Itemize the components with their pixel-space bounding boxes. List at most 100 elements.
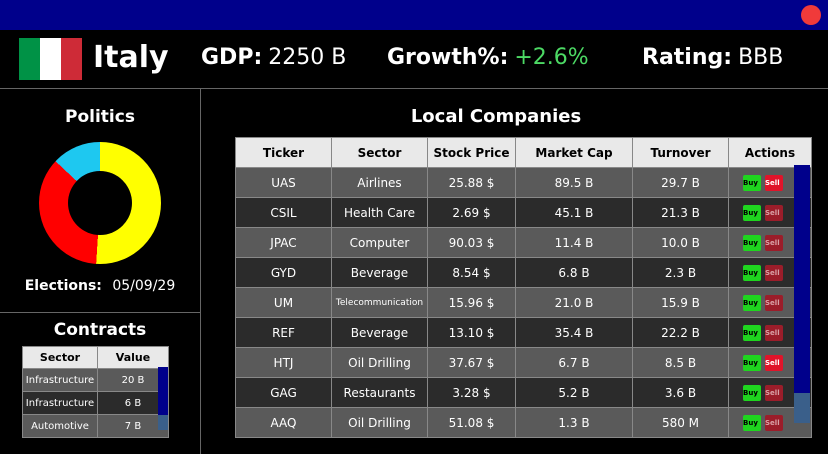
company-stock-price: 25.88 $: [427, 167, 516, 198]
header-stock-price: Stock Price: [427, 137, 516, 168]
contract-row[interactable]: Infrastructure 6 B: [22, 391, 169, 415]
company-ticker: REF: [235, 317, 332, 348]
company-ticker: HTJ: [235, 347, 332, 378]
company-ticker: GAG: [235, 377, 332, 408]
company-stock-price: 3.28 $: [427, 377, 516, 408]
flag-stripe-green: [19, 38, 40, 80]
buy-button[interactable]: Buy: [743, 324, 761, 341]
table-row[interactable]: JPAC Computer 90.03 $11.4 B 10.0 B Buy Sell: [235, 227, 812, 258]
table-row[interactable]: CSIL Health Care 2.69 $45.1 B 21.3 B Buy Sell: [235, 197, 812, 228]
sell-button[interactable]: Sell: [765, 384, 783, 401]
gdp-value: 2250 B: [268, 45, 347, 70]
company-market-cap: 1.3 B: [515, 407, 633, 438]
header-actions: Actions: [728, 137, 812, 168]
elections-label: Elections:: [24, 278, 102, 294]
sell-button[interactable]: Sell: [765, 324, 783, 341]
sell-button[interactable]: Sell: [765, 354, 783, 371]
company-stock-price: 13.10 $: [427, 317, 516, 348]
sell-button[interactable]: Sell: [765, 174, 783, 191]
donut-hole: [68, 171, 132, 235]
company-turnover: 3.6 B: [632, 377, 729, 408]
growth-stat: Growth%: +2.6%: [387, 45, 589, 70]
gdp-label: GDP:: [201, 45, 263, 70]
buy-button[interactable]: Buy: [743, 264, 761, 281]
sell-button[interactable]: Sell: [765, 234, 783, 251]
country-name: Italy: [93, 40, 169, 75]
top-bar: [0, 0, 828, 30]
italy-flag-icon: [19, 38, 82, 80]
rating-stat: Rating: BBB: [642, 45, 783, 70]
header-divider: [0, 88, 828, 89]
contracts-header-value: Value: [97, 346, 169, 369]
contracts-scrollbar-thumb[interactable]: [158, 415, 168, 430]
table-row[interactable]: GAG Restaurants 3.28 $5.2 B 3.6 B Buy Sell: [235, 377, 812, 408]
buy-button[interactable]: Buy: [743, 234, 761, 251]
company-sector: Airlines: [331, 167, 428, 198]
panel-divider: [200, 88, 201, 454]
elections-date: 05/09/29: [112, 278, 176, 294]
table-row[interactable]: AAQ Oil Drilling 51.08 $1.3 B 580 M Buy Sell: [235, 407, 812, 438]
contract-row[interactable]: Infrastructure 20 B: [22, 368, 169, 392]
company-turnover: 22.2 B: [632, 317, 729, 348]
company-market-cap: 5.2 B: [515, 377, 633, 408]
buy-button[interactable]: Buy: [743, 294, 761, 311]
growth-value: +2.6%: [514, 45, 589, 70]
company-ticker: UAS: [235, 167, 332, 198]
contract-row[interactable]: Automotive 7 B: [22, 414, 169, 438]
buy-button[interactable]: Buy: [743, 204, 761, 221]
table-row[interactable]: GYD Beverage 8.54 $6.8 B 2.3 B Buy Sell: [235, 257, 812, 288]
table-row[interactable]: REF Beverage 13.10 $35.4 B 22.2 B Buy Sell: [235, 317, 812, 348]
header-sector: Sector: [331, 137, 428, 168]
header-ticker: Ticker: [235, 137, 332, 168]
elections-info: Elections: 05/09/29: [0, 278, 200, 294]
company-sector: Telecommunication: [331, 287, 428, 318]
company-stock-price: 51.08 $: [427, 407, 516, 438]
sell-button[interactable]: Sell: [765, 414, 783, 431]
sell-button[interactable]: Sell: [765, 204, 783, 221]
companies-scrollbar[interactable]: [794, 165, 810, 423]
company-ticker: CSIL: [235, 197, 332, 228]
sell-button[interactable]: Sell: [765, 264, 783, 281]
contract-sector: Infrastructure: [22, 368, 98, 392]
company-sector: Oil Drilling: [331, 407, 428, 438]
politics-divider: [0, 312, 200, 313]
company-turnover: 8.5 B: [632, 347, 729, 378]
company-sector: Computer: [331, 227, 428, 258]
companies-header-row: Ticker Sector Stock Price Market Cap Tur…: [235, 137, 812, 168]
company-sector: Beverage: [331, 257, 428, 288]
companies-title: Local Companies: [410, 106, 582, 127]
company-ticker: AAQ: [235, 407, 332, 438]
table-row[interactable]: UAS Airlines 25.88 $89.5 B 29.7 B Buy Sell: [235, 167, 812, 198]
buy-button[interactable]: Buy: [743, 414, 761, 431]
contract-sector: Automotive: [22, 414, 98, 438]
close-button[interactable]: [801, 5, 821, 25]
table-row[interactable]: HTJ Oil Drilling 37.67 $6.7 B 8.5 B Buy Sell: [235, 347, 812, 378]
contract-sector: Infrastructure: [22, 391, 98, 415]
company-stock-price: 2.69 $: [427, 197, 516, 228]
company-market-cap: 45.1 B: [515, 197, 633, 228]
sell-button[interactable]: Sell: [765, 294, 783, 311]
companies-table: Ticker Sector Stock Price Market Cap Tur…: [235, 137, 812, 438]
company-turnover: 21.3 B: [632, 197, 729, 228]
contracts-scrollbar[interactable]: [158, 367, 168, 430]
table-row[interactable]: UM Telecommunication 15.96 $21.0 B 15.9 B Bu…: [235, 287, 812, 318]
company-turnover: 10.0 B: [632, 227, 729, 258]
buy-button[interactable]: Buy: [743, 384, 761, 401]
company-market-cap: 6.8 B: [515, 257, 633, 288]
flag-stripe-white: [40, 38, 61, 80]
company-stock-price: 15.96 $: [427, 287, 516, 318]
header-market-cap: Market Cap: [515, 137, 633, 168]
company-stock-price: 8.54 $: [427, 257, 516, 288]
growth-label: Growth%:: [387, 45, 509, 70]
buy-button[interactable]: Buy: [743, 174, 761, 191]
company-turnover: 2.3 B: [632, 257, 729, 288]
company-stock-price: 37.67 $: [427, 347, 516, 378]
company-ticker: UM: [235, 287, 332, 318]
companies-scrollbar-thumb[interactable]: [794, 393, 810, 423]
company-ticker: JPAC: [235, 227, 332, 258]
company-turnover: 580 M: [632, 407, 729, 438]
politics-title: Politics: [65, 107, 135, 127]
buy-button[interactable]: Buy: [743, 354, 761, 371]
header-turnover: Turnover: [632, 137, 729, 168]
company-market-cap: 89.5 B: [515, 167, 633, 198]
